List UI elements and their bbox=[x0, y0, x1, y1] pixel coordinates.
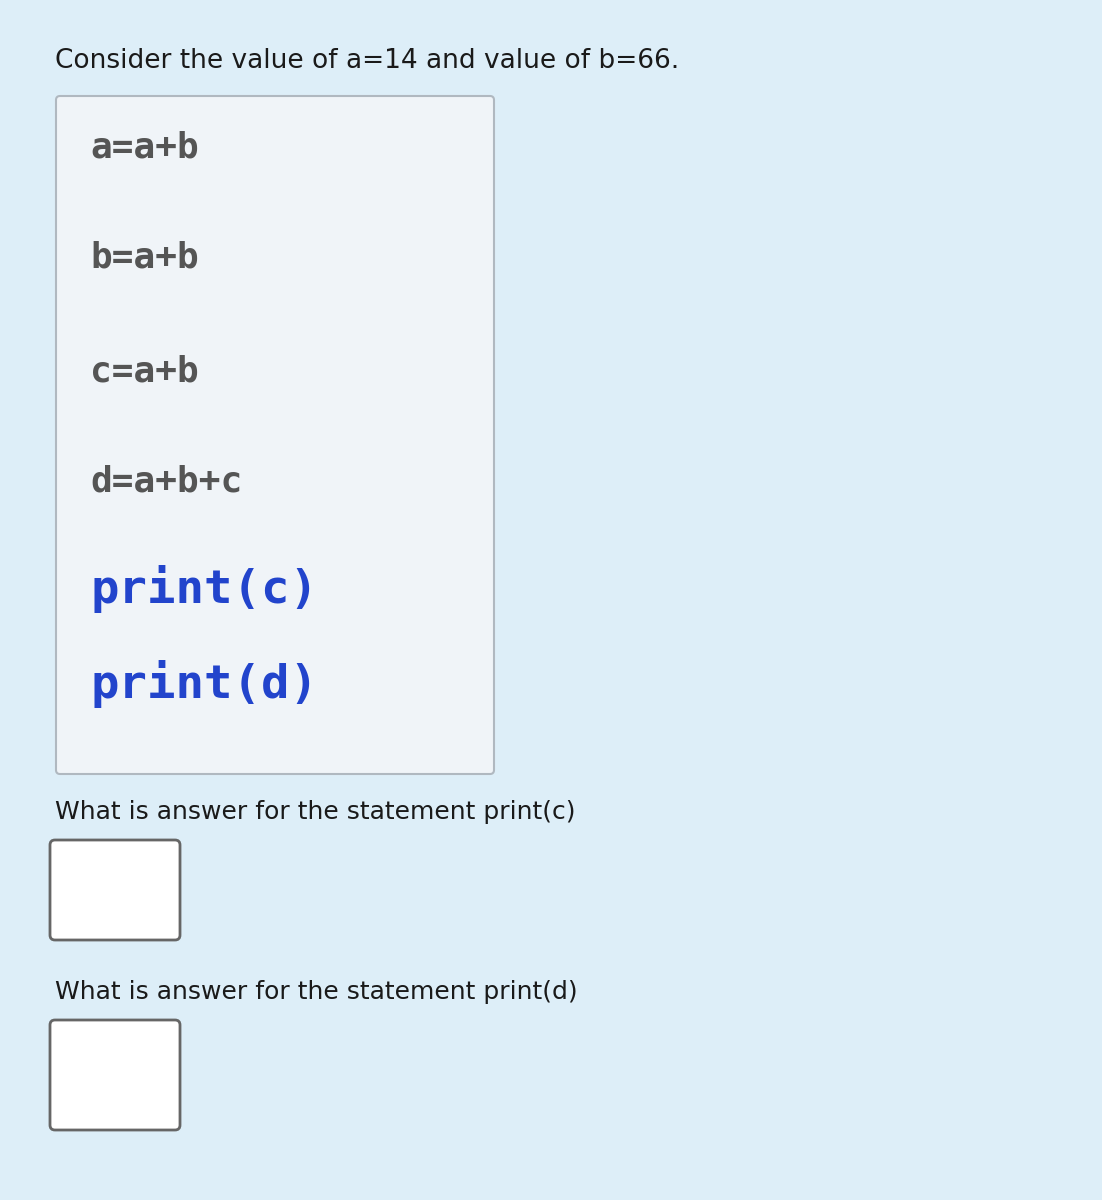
Text: What is answer for the statement print(c): What is answer for the statement print(c… bbox=[55, 800, 575, 824]
Text: print(c): print(c) bbox=[90, 565, 318, 613]
Text: d=a+b+c: d=a+b+c bbox=[90, 464, 242, 499]
Text: What is answer for the statement print(d): What is answer for the statement print(d… bbox=[55, 980, 577, 1004]
FancyBboxPatch shape bbox=[50, 1020, 180, 1130]
Text: c=a+b: c=a+b bbox=[90, 355, 198, 389]
FancyBboxPatch shape bbox=[56, 96, 494, 774]
Text: a=a+b: a=a+b bbox=[90, 130, 198, 164]
Text: print(d): print(d) bbox=[90, 660, 318, 708]
FancyBboxPatch shape bbox=[50, 840, 180, 940]
Text: b=a+b: b=a+b bbox=[90, 240, 198, 274]
Text: Consider the value of a=14 and value of b=66.: Consider the value of a=14 and value of … bbox=[55, 48, 679, 74]
